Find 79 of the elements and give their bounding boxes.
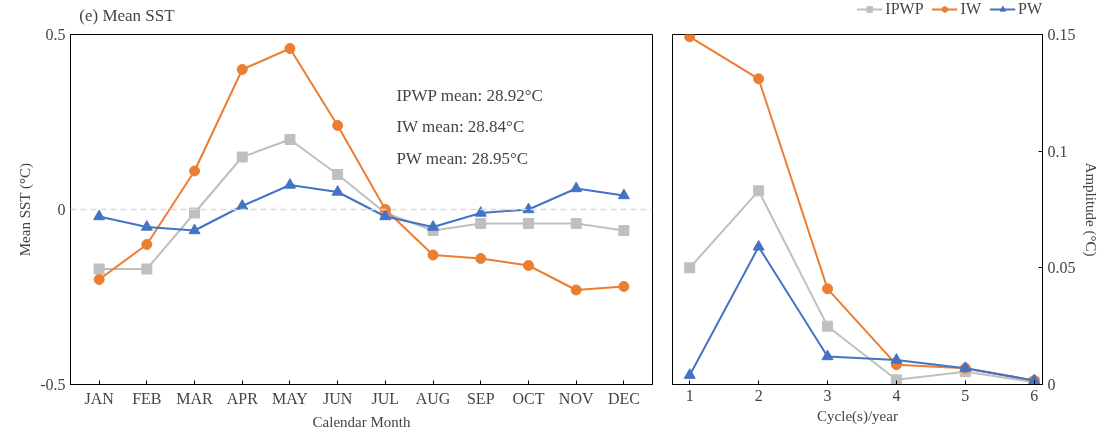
point xyxy=(236,64,248,75)
point xyxy=(93,274,105,285)
point xyxy=(890,374,902,385)
point xyxy=(522,202,535,214)
point xyxy=(684,34,696,43)
point xyxy=(141,239,153,250)
point xyxy=(475,218,487,229)
point xyxy=(684,262,696,274)
y-tick-label: 0.05 xyxy=(1047,259,1076,277)
y-tick-label: 0.15 xyxy=(1047,26,1076,43)
x-tick-label: MAY xyxy=(272,389,309,407)
x-tick-label: 6 xyxy=(1030,386,1039,404)
point xyxy=(570,181,583,193)
point xyxy=(475,253,487,264)
point xyxy=(284,134,296,145)
x-tick-label: APR xyxy=(226,389,259,407)
point xyxy=(474,206,487,217)
point xyxy=(284,43,296,54)
point xyxy=(752,239,765,251)
x-tick-label: AUG xyxy=(415,389,451,407)
y-axis-title: Mean SST (°C) xyxy=(17,163,35,257)
x-tick-label: JUL xyxy=(371,389,400,407)
point xyxy=(617,188,630,200)
y-tick-label: 0 xyxy=(57,201,66,218)
point xyxy=(427,249,439,261)
x-axis-title: Cycle(s)/year xyxy=(817,407,898,425)
x-tick-label: 3 xyxy=(823,386,832,404)
point xyxy=(822,320,834,332)
point xyxy=(618,281,630,292)
x-tick-label: OCT xyxy=(512,389,545,407)
point xyxy=(618,225,630,236)
x-tick-label: JUN xyxy=(322,389,353,407)
point xyxy=(93,209,106,221)
x-tick-label: NOV xyxy=(558,389,594,407)
x-tick-label: 1 xyxy=(685,386,694,404)
point xyxy=(188,223,201,235)
y-tick-label: 0 xyxy=(1047,376,1056,393)
point xyxy=(236,199,249,210)
point xyxy=(332,120,344,131)
y-axis-title: Amplitude (°C) xyxy=(1081,162,1099,257)
x-tick-label: FEB xyxy=(132,389,162,407)
x-tick-label: 2 xyxy=(754,386,763,404)
point xyxy=(822,283,834,295)
legend-label: IW xyxy=(960,0,981,18)
point xyxy=(189,165,201,177)
x-tick-label: 5 xyxy=(961,386,970,404)
y-tick-label: -0.5 xyxy=(40,376,66,393)
point xyxy=(522,260,534,271)
point xyxy=(522,218,534,229)
annotation: PW mean: 28.95°C xyxy=(396,148,529,168)
annotation: IW mean: 28.84°C xyxy=(396,117,525,136)
point xyxy=(141,263,153,275)
point xyxy=(332,169,344,180)
point xyxy=(140,220,153,231)
chart-title: (e) Mean SST xyxy=(79,5,176,25)
point xyxy=(753,73,765,85)
legend-label: PW xyxy=(1018,0,1042,18)
point xyxy=(331,185,344,196)
x-tick-label: MAR xyxy=(176,389,214,407)
x-tick-label: 4 xyxy=(892,386,901,404)
point xyxy=(93,263,105,275)
point xyxy=(427,220,440,231)
x-axis-title: Calendar Month xyxy=(312,413,411,430)
x-tick-label: JAN xyxy=(84,389,115,407)
point xyxy=(753,185,765,197)
y-tick-label: 0.5 xyxy=(45,26,66,43)
point xyxy=(236,151,248,163)
y-tick-label: 0.1 xyxy=(1047,142,1068,160)
point xyxy=(570,284,582,296)
point xyxy=(821,349,834,361)
annotation: IPWP mean: 28.92°C xyxy=(396,85,543,105)
x-tick-label: SEP xyxy=(466,389,495,407)
x-tick-label: DEC xyxy=(607,389,640,407)
point xyxy=(283,178,296,189)
point xyxy=(890,353,903,364)
legend-label: IPWP xyxy=(885,0,924,18)
point xyxy=(570,218,582,229)
point xyxy=(683,368,696,379)
point xyxy=(189,207,201,219)
